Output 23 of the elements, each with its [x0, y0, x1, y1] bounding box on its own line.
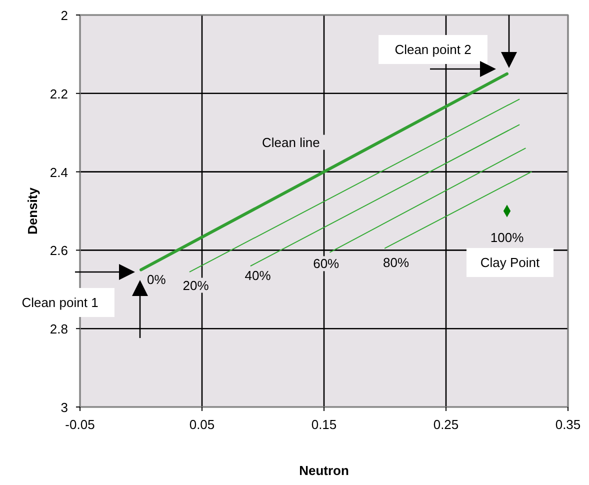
y-tick-label: 2.8 [50, 322, 68, 337]
x-tick-label: 0.15 [311, 417, 337, 432]
y-tick-label: 2.2 [50, 86, 68, 102]
x-tick-label: 0.35 [555, 417, 581, 432]
annotation: Clay Point [480, 255, 540, 270]
y-tick-label: 2 [60, 8, 68, 23]
annotation: Clean point 2 [394, 42, 472, 57]
annotation: Clean line [262, 134, 320, 150]
x-axis-title: Neutron [299, 463, 349, 478]
y-tick-label: 2.4 [50, 164, 68, 180]
x-tick-label: 0.05 [189, 417, 215, 432]
x-tick-label: -0.05 [65, 417, 95, 432]
annotation: 40% [244, 268, 272, 283]
x-tick-label: 0.25 [433, 417, 459, 432]
annotation: 80% [383, 255, 410, 270]
annotation: 0% [147, 272, 166, 287]
annotation: 20% [182, 278, 210, 293]
y-tick-label: 3 [60, 400, 68, 415]
y-tick-label: 2.6 [50, 243, 68, 258]
annotation: 100% [490, 230, 524, 245]
annotation: 60% [313, 256, 340, 272]
annotation: Clean point 1 [22, 295, 98, 310]
y-axis-title: Density [25, 186, 40, 234]
